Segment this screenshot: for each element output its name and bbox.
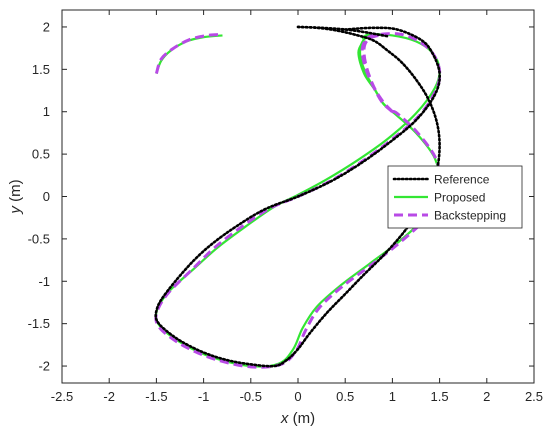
- legend: Reference Proposed Backstepping: [387, 165, 523, 229]
- series-lead-reference: [296, 25, 389, 38]
- y-tick-label: 1: [43, 104, 50, 119]
- x-tick-label: 1: [389, 389, 396, 404]
- y-tick-label: 0.5: [32, 147, 50, 162]
- y-tick-label: 0: [43, 189, 50, 204]
- x-axis-label: x (m): [280, 410, 315, 427]
- x-tick-label: -2.5: [51, 389, 73, 404]
- y-tick-label: 2: [43, 19, 50, 34]
- x-ticks: -2.5 -2 -1.5 -1 -0.5 0 0.5 1 1.5 2 2.5: [51, 10, 543, 404]
- y-tick-label: 1.5: [32, 62, 50, 77]
- x-axis-variable: x: [280, 410, 289, 427]
- x-tick-label: 2.5: [525, 389, 543, 404]
- y-tick-label: -2: [38, 359, 50, 374]
- x-axis-unit: (m): [288, 410, 315, 427]
- series-line-reference: [154, 25, 441, 368]
- y-ticks: -2 -1.5 -1 -0.5 0 0.5 1 1.5 2: [28, 19, 534, 374]
- x-tick-label: 0.5: [336, 389, 354, 404]
- legend-label-backstepping: Backstepping: [434, 209, 506, 223]
- x-tick-label: -0.5: [240, 389, 262, 404]
- legend-label-reference: Reference: [434, 173, 490, 187]
- x-tick-label: 0: [294, 389, 301, 404]
- series-tail-proposed: [155, 34, 223, 74]
- plot-area: [154, 25, 443, 369]
- y-tick-label: -0.5: [28, 231, 50, 246]
- y-axis-variable: y: [7, 205, 24, 215]
- y-tick-label: -1.5: [28, 316, 50, 331]
- y-tick-label: -1: [38, 274, 50, 289]
- y-axis-unit: (m): [7, 179, 24, 206]
- x-tick-label: 1.5: [431, 389, 449, 404]
- legend-label-proposed: Proposed: [434, 191, 485, 205]
- series-line-backstepping: [154, 32, 443, 369]
- x-tick-label: 2: [483, 389, 490, 404]
- x-tick-label: -1: [198, 389, 210, 404]
- x-tick-label: -1.5: [145, 389, 167, 404]
- x-tick-label: -2: [103, 389, 115, 404]
- y-axis-label: y (m): [7, 179, 24, 214]
